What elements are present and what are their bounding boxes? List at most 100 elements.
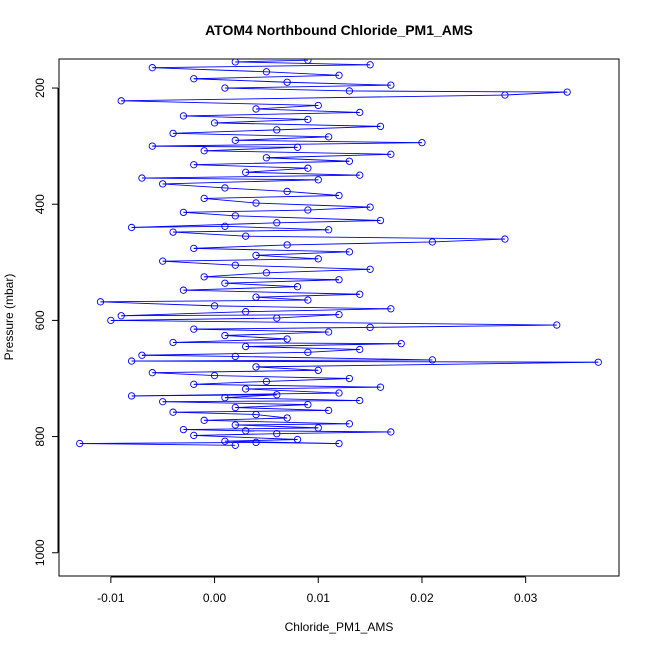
series-line-segment xyxy=(256,105,319,110)
data-point xyxy=(138,174,146,182)
series-line-segment xyxy=(152,67,267,73)
data-point xyxy=(159,180,167,188)
data-point xyxy=(179,425,188,434)
series-line-segment xyxy=(224,331,329,336)
series-line-segment xyxy=(245,308,391,313)
y-tick-label: 600 xyxy=(33,310,47,330)
data-point xyxy=(324,328,333,336)
series-line-segment xyxy=(245,235,505,240)
data-point xyxy=(159,398,167,406)
series-line-segment xyxy=(162,179,319,185)
data-point xyxy=(304,164,312,172)
data-point xyxy=(335,439,343,448)
series-line-segment xyxy=(193,433,277,436)
data-point xyxy=(127,357,136,365)
data-point xyxy=(127,223,136,232)
series-line-segment xyxy=(266,157,350,162)
series-line-segment xyxy=(173,229,329,233)
data-point xyxy=(345,374,354,383)
series-line-segment xyxy=(235,136,329,141)
data-point xyxy=(190,161,198,169)
y-axis-label: Pressure (mbar) xyxy=(2,274,16,361)
data-point xyxy=(190,244,198,253)
series-line-segment xyxy=(245,167,308,173)
series-line-segment xyxy=(256,296,308,301)
series-line-segment xyxy=(256,293,360,298)
data-point xyxy=(366,265,374,273)
data-point xyxy=(221,394,229,402)
series-line-segment xyxy=(235,404,308,408)
series-line-segment xyxy=(224,87,350,92)
series-line-segment xyxy=(256,366,319,371)
data-point xyxy=(501,235,509,243)
data-point xyxy=(262,377,271,386)
data-point xyxy=(252,363,260,371)
series-line-segment xyxy=(224,84,391,89)
series-line-segment xyxy=(121,311,246,317)
series-line-segment xyxy=(100,299,308,303)
data-point xyxy=(335,389,343,397)
data-layer xyxy=(76,59,602,449)
series-line-segment xyxy=(131,222,277,228)
data-point xyxy=(387,428,395,436)
data-point xyxy=(169,129,177,138)
data-point xyxy=(231,441,239,449)
data-point xyxy=(190,431,198,440)
series-line-segment xyxy=(504,91,568,96)
data-point xyxy=(210,371,219,380)
x-tick-label: 0.00 xyxy=(203,591,227,605)
data-point xyxy=(231,403,239,412)
series-line-segment xyxy=(173,129,277,134)
data-point xyxy=(356,396,364,405)
data-point xyxy=(345,248,354,256)
data-point xyxy=(179,112,188,120)
data-point xyxy=(304,59,312,64)
data-point xyxy=(169,228,177,236)
data-point xyxy=(231,59,239,66)
series-line-segment xyxy=(235,139,422,144)
series-line-segment xyxy=(245,388,340,394)
data-point xyxy=(304,115,312,124)
series-line-segment xyxy=(235,423,350,426)
series-line-segment xyxy=(224,279,340,284)
series-line-segment xyxy=(183,427,319,431)
data-point xyxy=(314,366,322,375)
data-point xyxy=(221,84,229,92)
data-point xyxy=(314,176,322,184)
data-point xyxy=(179,208,188,217)
data-point xyxy=(231,261,239,269)
data-point xyxy=(304,348,312,356)
x-tick-label: -0.01 xyxy=(97,591,125,605)
series-line-segment xyxy=(307,206,371,211)
series-line-segment xyxy=(214,375,350,379)
series-line-segment xyxy=(152,369,319,374)
series-line-segment xyxy=(183,211,236,217)
data-point xyxy=(366,323,374,332)
data-point xyxy=(169,338,177,347)
plot-frame xyxy=(58,58,620,577)
data-point xyxy=(376,216,385,225)
series-line-segment xyxy=(121,94,505,102)
data-point xyxy=(324,133,333,141)
data-point xyxy=(242,308,250,316)
data-point xyxy=(283,335,291,343)
series-line-segment xyxy=(162,400,360,403)
series-line-segment xyxy=(266,268,371,274)
data-point xyxy=(387,305,395,313)
series-line-segment xyxy=(204,272,267,278)
data-point xyxy=(376,383,385,391)
series-line-segment xyxy=(173,342,402,345)
series-line-segment xyxy=(256,202,371,208)
series-line-segment xyxy=(224,282,298,288)
data-point xyxy=(356,171,364,179)
series-line-segment xyxy=(204,195,340,199)
series-line-segment xyxy=(224,187,288,192)
data-point xyxy=(366,61,374,69)
data-point xyxy=(190,380,198,388)
data-point xyxy=(210,119,219,127)
series-line-segment xyxy=(349,90,568,93)
series-line-segment xyxy=(121,314,340,317)
data-point xyxy=(190,75,198,83)
series-line-segment xyxy=(224,225,329,231)
x-tick-label: 0.03 xyxy=(514,591,538,605)
